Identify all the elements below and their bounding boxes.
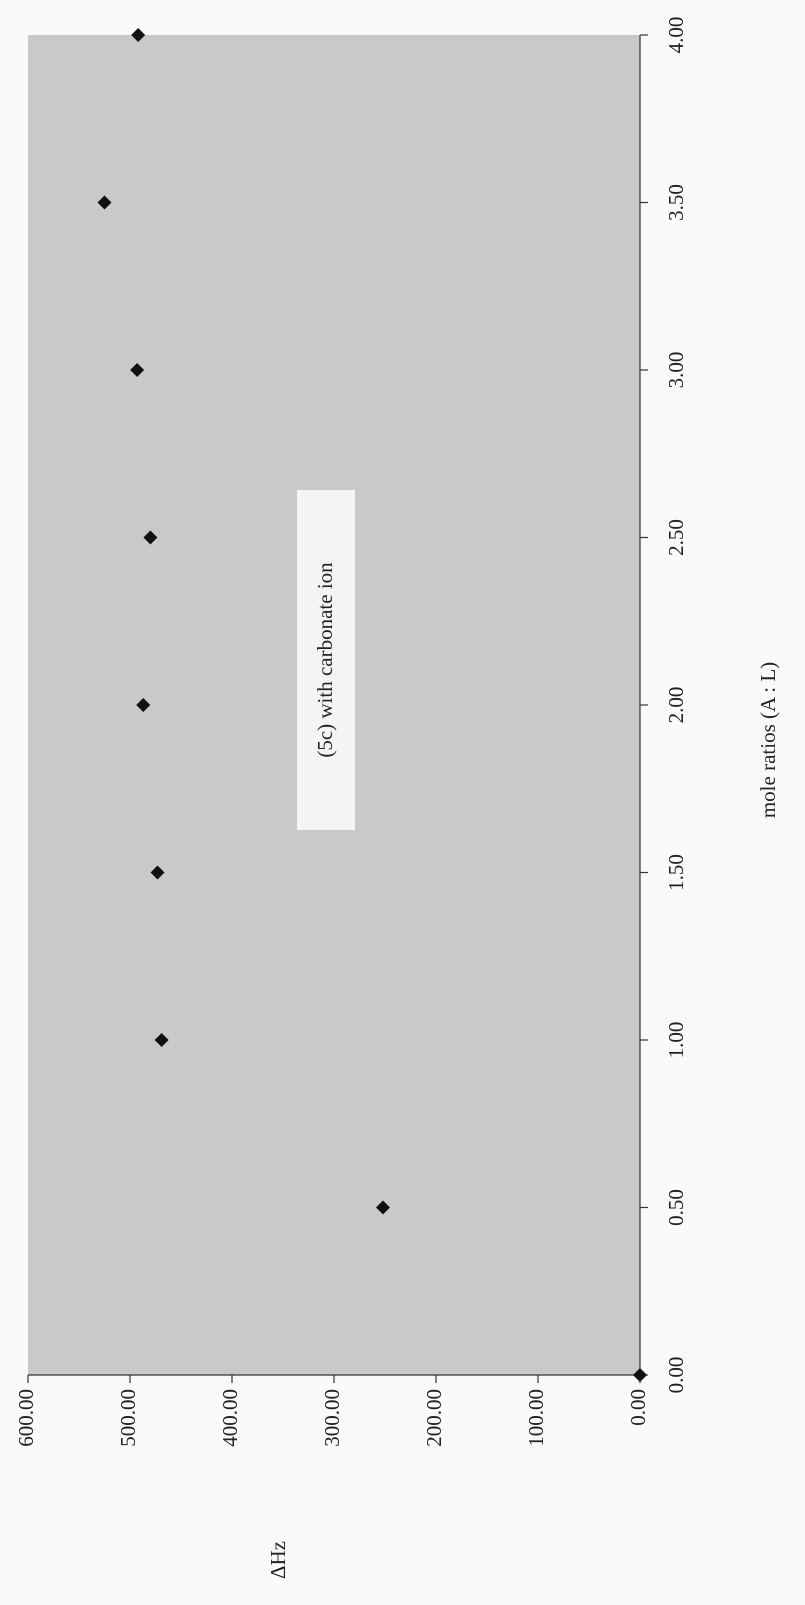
x-axis-label: mole ratios (A : L) (756, 662, 780, 818)
y-tick-label: 0.00 (626, 1389, 650, 1426)
x-tick-label: 3.50 (664, 184, 688, 221)
x-tick-label: 1.50 (664, 854, 688, 891)
chart: (5c) with carbonate ion mole ratios (A :… (0, 0, 805, 1605)
x-tick-label: 2.50 (664, 519, 688, 556)
annotation: (5c) with carbonate ion (313, 562, 337, 758)
y-tick-label: 200.00 (422, 1389, 446, 1447)
y-tick-label: 600.00 (14, 1389, 38, 1447)
y-tick-label: 400.00 (218, 1389, 242, 1447)
x-tick-label: 3.00 (664, 352, 688, 389)
x-tick-label: 2.00 (664, 687, 688, 724)
x-tick-label: 0.50 (664, 1189, 688, 1226)
y-tick-label: 300.00 (320, 1389, 344, 1447)
y-tick-label: 100.00 (524, 1389, 548, 1447)
x-tick-label: 4.00 (664, 17, 688, 54)
x-tick-label: 0.00 (664, 1357, 688, 1394)
x-tick-label: 1.00 (664, 1022, 688, 1059)
y-tick-label: 500.00 (116, 1389, 140, 1447)
page: (5c) with carbonate ion mole ratios (A :… (0, 0, 805, 1605)
y-axis-label: ΔHz (266, 1541, 290, 1579)
chart-frame: (5c) with carbonate ion mole ratios (A :… (0, 0, 805, 1605)
